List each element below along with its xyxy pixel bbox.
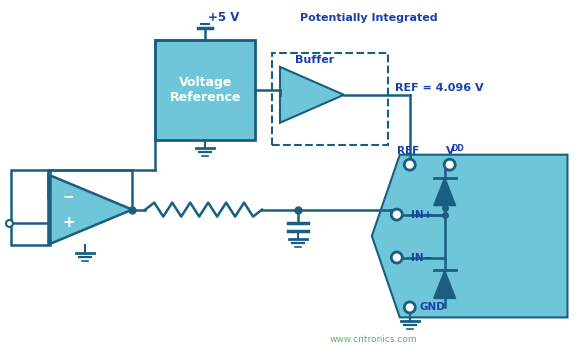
Bar — [272, 53, 388, 145]
Bar — [155, 40, 255, 140]
Circle shape — [391, 209, 402, 220]
Text: GND: GND — [420, 303, 446, 313]
Polygon shape — [434, 270, 456, 298]
Circle shape — [391, 252, 402, 263]
Text: +5 V: +5 V — [208, 11, 240, 24]
Polygon shape — [372, 155, 567, 317]
Polygon shape — [280, 67, 344, 123]
Text: +: + — [62, 215, 75, 230]
Circle shape — [405, 302, 415, 313]
Text: IN+: IN+ — [411, 210, 432, 220]
Text: Potentially Integrated: Potentially Integrated — [300, 13, 438, 23]
Text: Buffer: Buffer — [295, 55, 334, 65]
Circle shape — [444, 159, 455, 170]
Text: −: − — [62, 190, 74, 204]
Text: V: V — [446, 146, 454, 156]
Text: www.cntronics.com: www.cntronics.com — [330, 335, 418, 344]
Polygon shape — [49, 175, 132, 245]
Text: REF: REF — [397, 146, 419, 156]
Bar — [10, 170, 50, 245]
Text: Voltage
Reference: Voltage Reference — [170, 76, 241, 104]
Text: DD: DD — [452, 144, 465, 153]
Circle shape — [405, 159, 415, 170]
Polygon shape — [434, 178, 456, 206]
Text: IN−: IN− — [411, 253, 432, 263]
Text: REF = 4.096 V: REF = 4.096 V — [395, 83, 484, 93]
